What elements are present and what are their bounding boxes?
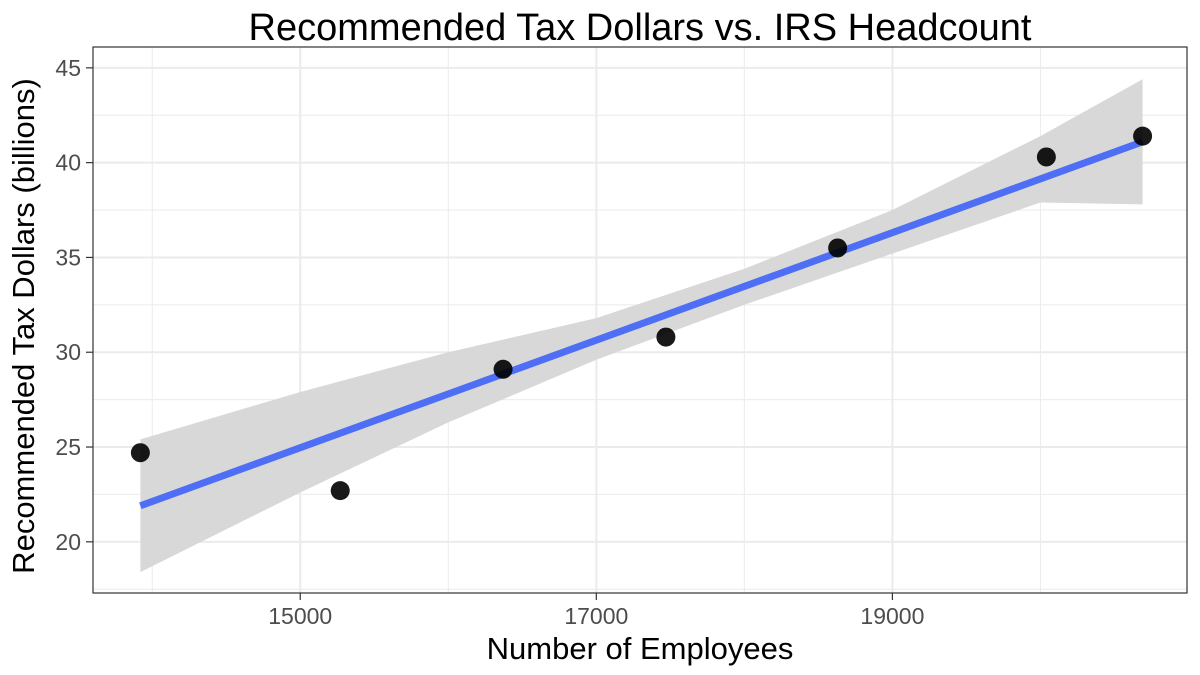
data-point xyxy=(330,481,350,501)
data-point xyxy=(130,443,150,463)
x-tick-label: 19000 xyxy=(860,603,924,629)
y-tick-label: 20 xyxy=(55,529,81,555)
x-tick-label: 17000 xyxy=(564,603,628,629)
data-point xyxy=(828,238,848,258)
data-point xyxy=(493,359,513,379)
data-point xyxy=(1036,147,1056,167)
data-point xyxy=(656,327,676,347)
data-points xyxy=(130,126,1153,501)
x-axis-ticks: 15000 17000 19000 xyxy=(268,593,924,629)
trend-line xyxy=(139,138,1144,510)
plot-panel-border xyxy=(92,46,1188,594)
y-axis-label: Recommended Tax Dollars (billions) xyxy=(6,78,41,574)
x-tick-label: 15000 xyxy=(268,603,332,629)
y-tick-label: 45 xyxy=(55,55,81,81)
y-axis-ticks: 20 25 30 35 40 45 xyxy=(55,55,93,555)
y-tick-label: 35 xyxy=(55,244,81,270)
y-tick-label: 40 xyxy=(55,150,81,176)
chart-title: Recommended Tax Dollars vs. IRS Headcoun… xyxy=(249,7,1032,49)
x-axis-label: Number of Employees xyxy=(487,631,794,666)
y-tick-label: 25 xyxy=(55,434,81,460)
y-tick-label: 30 xyxy=(55,339,81,365)
trend-line-layer xyxy=(139,138,1144,510)
data-point xyxy=(1133,126,1153,146)
